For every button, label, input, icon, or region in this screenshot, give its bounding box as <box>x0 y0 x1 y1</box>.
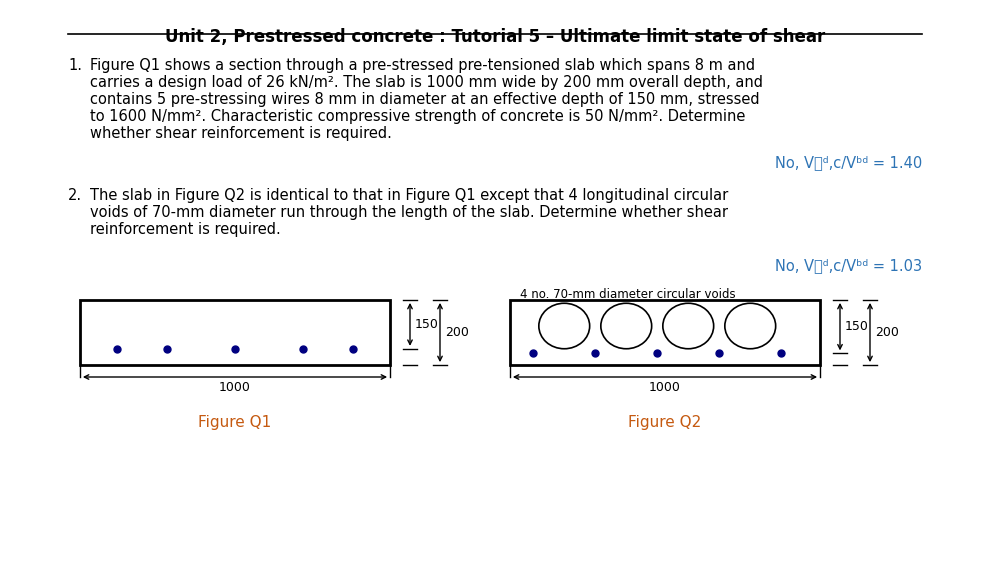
Text: Figure Q1 shows a section through a pre-stressed pre-tensioned slab which spans : Figure Q1 shows a section through a pre-… <box>90 58 755 73</box>
Ellipse shape <box>601 303 651 348</box>
Text: 4 no. 70-mm diameter circular voids: 4 no. 70-mm diameter circular voids <box>520 288 736 301</box>
Ellipse shape <box>539 303 590 348</box>
Text: 2.: 2. <box>68 188 82 203</box>
Ellipse shape <box>725 303 776 348</box>
Text: 150: 150 <box>415 318 439 331</box>
Text: 1000: 1000 <box>219 381 250 394</box>
Text: Figure Q2: Figure Q2 <box>629 415 702 430</box>
Text: reinforcement is required.: reinforcement is required. <box>90 222 281 237</box>
Text: 1000: 1000 <box>649 381 681 394</box>
Text: 150: 150 <box>845 320 869 333</box>
Text: Unit 2, Prestressed concrete : Tutorial 5 – Ultimate limit state of shear: Unit 2, Prestressed concrete : Tutorial … <box>165 28 825 46</box>
Text: No, Vᴯᵈ,c/Vᵇᵈ = 1.03: No, Vᴯᵈ,c/Vᵇᵈ = 1.03 <box>775 258 922 273</box>
Text: carries a design load of 26 kN/m². The slab is 1000 mm wide by 200 mm overall de: carries a design load of 26 kN/m². The s… <box>90 75 763 90</box>
Text: contains 5 pre-stressing wires 8 mm in diameter at an effective depth of 150 mm,: contains 5 pre-stressing wires 8 mm in d… <box>90 92 759 107</box>
Text: voids of 70-mm diameter run through the length of the slab. Determine whether sh: voids of 70-mm diameter run through the … <box>90 205 728 220</box>
Text: whether shear reinforcement is required.: whether shear reinforcement is required. <box>90 126 392 141</box>
Text: No, Vᴯᵈ,c/Vᵇᵈ = 1.40: No, Vᴯᵈ,c/Vᵇᵈ = 1.40 <box>775 155 922 170</box>
Text: 200: 200 <box>875 326 899 339</box>
Text: Figure Q1: Figure Q1 <box>198 415 271 430</box>
Text: 1.: 1. <box>68 58 82 73</box>
Text: The slab in Figure Q2 is identical to that in Figure Q1 except that 4 longitudin: The slab in Figure Q2 is identical to th… <box>90 188 729 203</box>
Bar <box>80 300 390 365</box>
Text: 200: 200 <box>445 326 469 339</box>
Text: to 1600 N/mm². Characteristic compressive strength of concrete is 50 N/mm². Dete: to 1600 N/mm². Characteristic compressiv… <box>90 109 745 124</box>
Bar <box>510 300 820 365</box>
Ellipse shape <box>663 303 714 348</box>
